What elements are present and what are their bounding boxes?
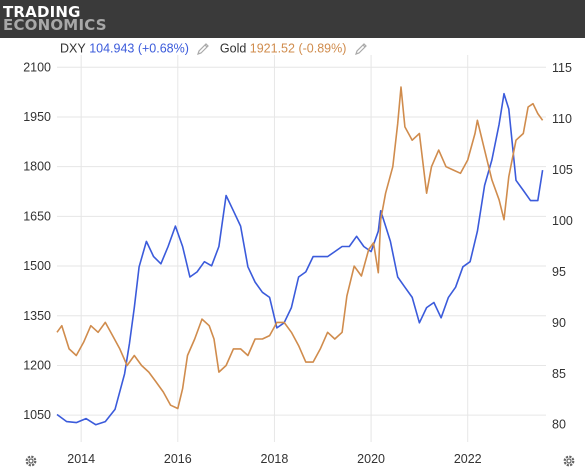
y-left-tick-label: 1950 (23, 110, 51, 124)
gear-icon[interactable] (562, 454, 576, 468)
y-right-tick-label: 85 (552, 367, 566, 381)
logo-line-2: ECONOMICS (3, 16, 107, 34)
y-right-tick-label: 100 (552, 214, 573, 228)
legend-dxy-name[interactable]: DXY (60, 41, 86, 56)
y-right-tick-label: 110 (552, 112, 572, 126)
gear-icon[interactable] (24, 454, 38, 468)
x-tick-label: 2020 (357, 452, 385, 466)
trading-economics-logo[interactable]: TRADING ECONOMICS (0, 0, 585, 38)
y-left-tick-label: 1050 (23, 408, 51, 422)
series-line-gold (56, 86, 544, 410)
legend-dxy-value: 104.943 (+0.68%) (89, 41, 189, 56)
y-left-tick-label: 1650 (23, 209, 51, 223)
x-tick-label: 2014 (67, 452, 95, 466)
y-right-tick-label: 105 (552, 163, 573, 177)
legend-gold-name[interactable]: Gold (219, 41, 247, 56)
series-line-dxy (56, 92, 544, 426)
y-left-tick-label: 1500 (23, 259, 51, 273)
y-left-tick-label: 1350 (23, 309, 51, 323)
y-left-tick-label: 2100 (23, 60, 51, 74)
pencil-icon[interactable] (354, 42, 368, 56)
y-right-tick-label: 95 (552, 265, 566, 279)
chart-legend: DXY 104.943 (+0.68%) Gold 1921.52 (-0.89… (60, 41, 374, 56)
logo-line-1: TRADING (3, 3, 81, 21)
y-right-tick-label: 115 (552, 61, 572, 75)
y-right-tick-label: 80 (552, 418, 566, 432)
x-tick-label: 2016 (164, 452, 192, 466)
pencil-icon[interactable] (196, 42, 210, 56)
y-left-tick-label: 1200 (23, 358, 51, 372)
y-right-tick-label: 90 (552, 316, 566, 330)
x-tick-label: 2018 (261, 452, 289, 466)
legend-gold-value: 1921.52 (-0.89%) (249, 41, 347, 56)
y-left-tick-label: 1800 (23, 160, 51, 174)
x-tick-label: 2022 (454, 452, 482, 466)
